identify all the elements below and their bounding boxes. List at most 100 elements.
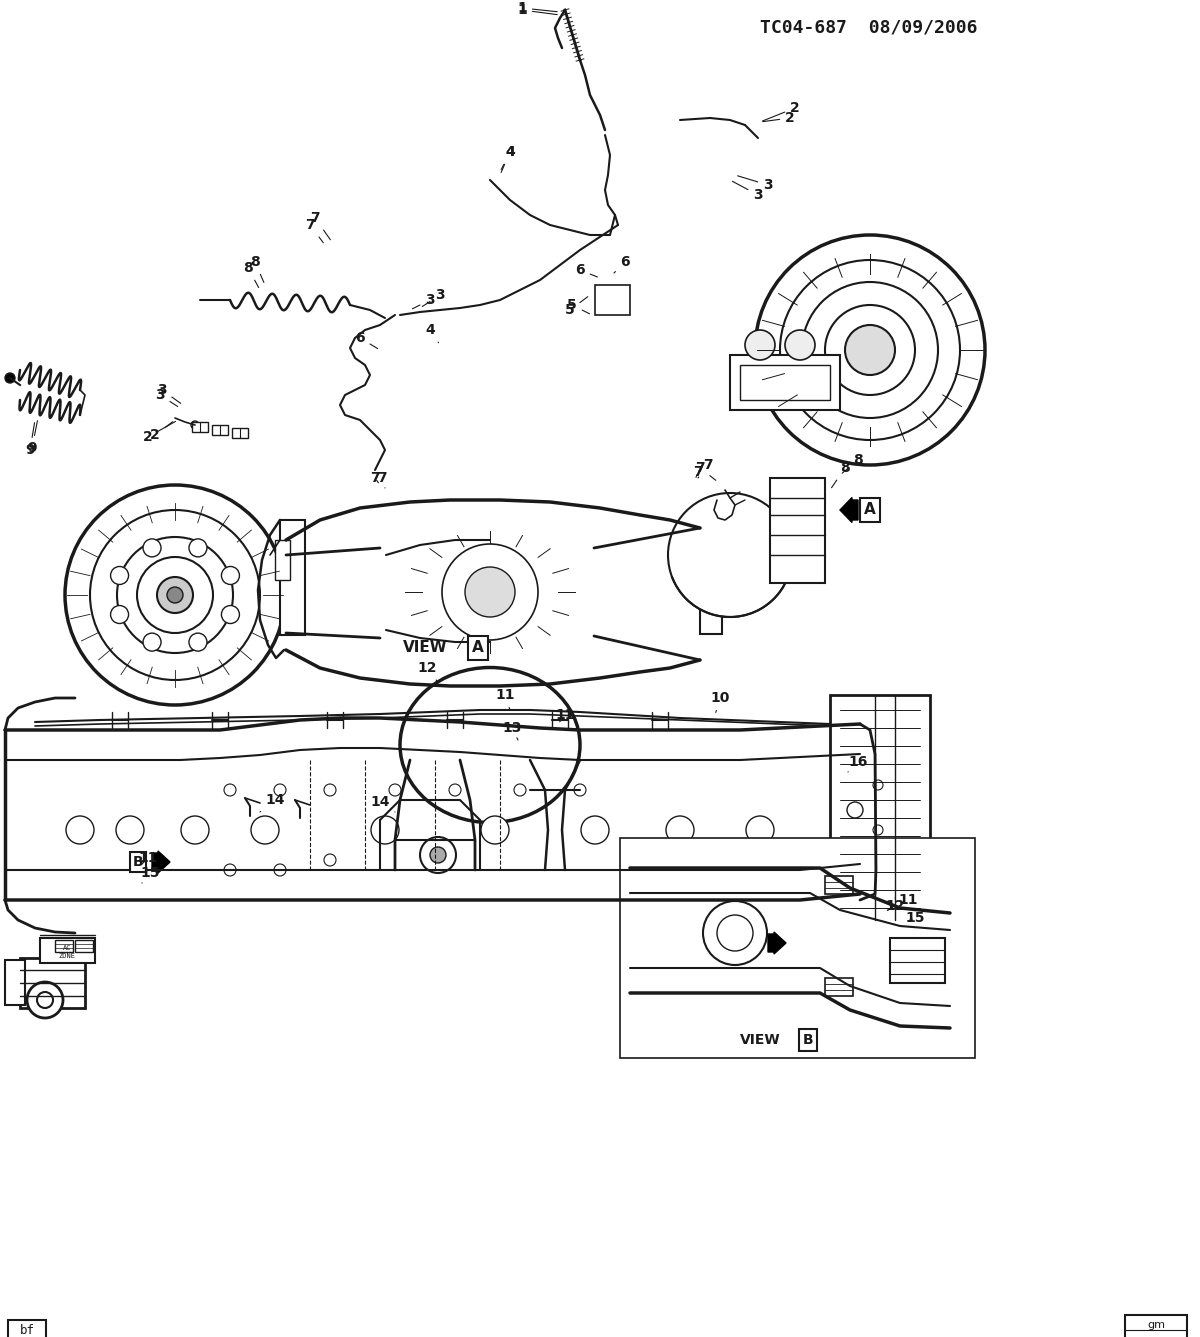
Circle shape bbox=[371, 816, 398, 844]
Bar bbox=[280, 520, 305, 635]
Bar bbox=[890, 939, 946, 983]
Text: 2: 2 bbox=[763, 111, 794, 124]
Text: A: A bbox=[472, 640, 484, 655]
Text: VIEW: VIEW bbox=[403, 640, 448, 655]
Circle shape bbox=[143, 634, 161, 651]
Text: 16: 16 bbox=[848, 755, 868, 771]
Circle shape bbox=[90, 509, 260, 681]
Circle shape bbox=[703, 901, 767, 965]
Circle shape bbox=[224, 783, 236, 796]
Text: 11: 11 bbox=[138, 850, 157, 865]
Text: 2: 2 bbox=[143, 421, 175, 444]
Circle shape bbox=[222, 567, 240, 584]
Text: bf: bf bbox=[19, 1324, 35, 1337]
Circle shape bbox=[188, 634, 206, 651]
Bar bbox=[830, 695, 930, 920]
Text: AC
ZONE: AC ZONE bbox=[59, 945, 76, 959]
Text: A: A bbox=[864, 503, 876, 517]
Circle shape bbox=[755, 235, 985, 465]
Bar bbox=[620, 838, 974, 1058]
Text: 10: 10 bbox=[710, 691, 730, 713]
Text: 8: 8 bbox=[832, 461, 850, 488]
Text: 5: 5 bbox=[568, 298, 589, 314]
Circle shape bbox=[191, 421, 199, 429]
Circle shape bbox=[745, 330, 775, 360]
Text: B: B bbox=[803, 1034, 814, 1047]
Text: 12: 12 bbox=[418, 660, 438, 683]
Circle shape bbox=[274, 783, 286, 796]
Text: 11: 11 bbox=[895, 893, 918, 906]
Bar bbox=[730, 356, 840, 410]
Text: TC04-687  08/09/2006: TC04-687 08/09/2006 bbox=[760, 17, 978, 36]
Text: 4: 4 bbox=[502, 144, 515, 170]
Text: 7: 7 bbox=[305, 218, 323, 243]
Text: 7: 7 bbox=[698, 459, 713, 479]
Circle shape bbox=[430, 848, 446, 862]
Circle shape bbox=[389, 783, 401, 796]
Circle shape bbox=[157, 578, 193, 612]
Text: 7: 7 bbox=[695, 461, 716, 480]
Text: 14: 14 bbox=[371, 796, 395, 812]
Circle shape bbox=[746, 816, 774, 844]
Bar bbox=[826, 977, 853, 996]
Circle shape bbox=[188, 539, 206, 558]
Circle shape bbox=[66, 816, 94, 844]
Text: gm: gm bbox=[1147, 1320, 1165, 1330]
Text: 5: 5 bbox=[565, 297, 588, 317]
Circle shape bbox=[143, 539, 161, 558]
Bar bbox=[212, 425, 228, 435]
FancyArrow shape bbox=[152, 850, 170, 873]
Circle shape bbox=[780, 259, 960, 440]
Text: spo: spo bbox=[1147, 1336, 1165, 1337]
Circle shape bbox=[222, 606, 240, 623]
Text: 12: 12 bbox=[886, 898, 905, 913]
Text: 4: 4 bbox=[425, 324, 438, 342]
Text: 8: 8 bbox=[244, 261, 259, 287]
Circle shape bbox=[420, 837, 456, 873]
Text: 7: 7 bbox=[370, 471, 380, 485]
Text: B: B bbox=[133, 854, 143, 869]
Circle shape bbox=[28, 981, 64, 1017]
Circle shape bbox=[514, 783, 526, 796]
Text: 2: 2 bbox=[150, 421, 173, 443]
Text: 14: 14 bbox=[260, 793, 284, 812]
Text: 6: 6 bbox=[575, 263, 598, 277]
Circle shape bbox=[224, 864, 236, 876]
Circle shape bbox=[785, 330, 815, 360]
Text: 13: 13 bbox=[503, 721, 522, 739]
Bar bbox=[40, 939, 95, 963]
Text: VIEW: VIEW bbox=[739, 1034, 780, 1047]
Circle shape bbox=[666, 816, 694, 844]
Text: 6: 6 bbox=[614, 255, 630, 273]
Circle shape bbox=[274, 864, 286, 876]
Text: 15: 15 bbox=[140, 866, 160, 882]
Bar bbox=[192, 422, 208, 432]
Circle shape bbox=[251, 816, 278, 844]
Bar bbox=[74, 940, 94, 952]
Bar bbox=[8, 1320, 46, 1337]
Circle shape bbox=[442, 544, 538, 640]
Text: 8: 8 bbox=[250, 255, 264, 282]
Circle shape bbox=[137, 558, 214, 632]
Bar bbox=[1126, 1316, 1187, 1337]
Circle shape bbox=[826, 305, 916, 394]
Circle shape bbox=[802, 282, 938, 418]
Circle shape bbox=[718, 915, 754, 951]
Text: 3: 3 bbox=[155, 388, 178, 406]
Circle shape bbox=[37, 992, 53, 1008]
Text: 7: 7 bbox=[310, 211, 330, 239]
Bar bbox=[595, 285, 630, 316]
Circle shape bbox=[167, 587, 182, 603]
Circle shape bbox=[847, 802, 863, 818]
Text: 9: 9 bbox=[28, 421, 37, 455]
Bar bbox=[275, 540, 290, 580]
Circle shape bbox=[324, 783, 336, 796]
Circle shape bbox=[110, 567, 128, 584]
Text: 6: 6 bbox=[355, 332, 378, 349]
Circle shape bbox=[5, 373, 14, 382]
Text: 1: 1 bbox=[517, 1, 557, 15]
Bar bbox=[5, 960, 25, 1005]
Circle shape bbox=[65, 485, 286, 705]
Bar bbox=[826, 876, 853, 894]
Text: 7: 7 bbox=[377, 471, 386, 488]
